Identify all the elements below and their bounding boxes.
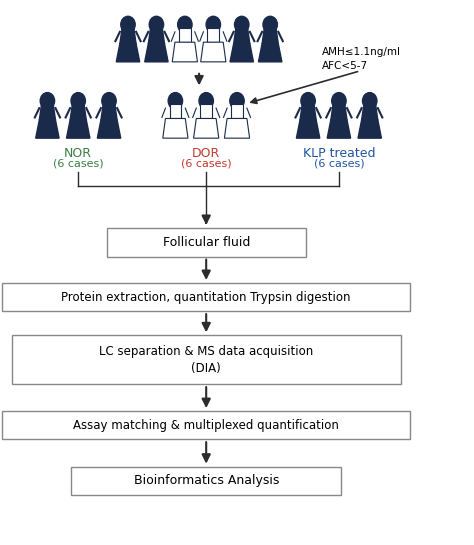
- Polygon shape: [362, 105, 378, 120]
- Circle shape: [168, 93, 182, 109]
- Circle shape: [363, 93, 377, 109]
- Polygon shape: [172, 42, 198, 62]
- Text: Assay matching & multiplexed quantification: Assay matching & multiplexed quantificat…: [73, 419, 339, 432]
- Polygon shape: [331, 105, 347, 120]
- Polygon shape: [116, 44, 140, 62]
- FancyBboxPatch shape: [231, 104, 243, 118]
- Circle shape: [263, 16, 277, 33]
- Text: (6 cases): (6 cases): [181, 159, 231, 168]
- Polygon shape: [262, 28, 278, 44]
- Text: Protein extraction, quantitation Trypsin digestion: Protein extraction, quantitation Trypsin…: [62, 290, 351, 304]
- Polygon shape: [66, 120, 90, 138]
- Text: AFC<5-7: AFC<5-7: [322, 62, 368, 71]
- Circle shape: [301, 93, 315, 109]
- Polygon shape: [193, 118, 219, 138]
- Polygon shape: [36, 120, 59, 138]
- Polygon shape: [358, 120, 382, 138]
- FancyBboxPatch shape: [170, 104, 181, 118]
- Circle shape: [71, 93, 85, 109]
- Polygon shape: [230, 44, 254, 62]
- Polygon shape: [39, 105, 55, 120]
- Circle shape: [332, 93, 346, 109]
- Text: (6 cases): (6 cases): [314, 159, 364, 168]
- Text: Follicular fluid: Follicular fluid: [163, 236, 250, 249]
- Text: KLP treated: KLP treated: [303, 147, 375, 160]
- Polygon shape: [201, 42, 226, 62]
- FancyBboxPatch shape: [71, 467, 341, 495]
- FancyBboxPatch shape: [201, 104, 212, 118]
- Polygon shape: [97, 120, 121, 138]
- Circle shape: [40, 93, 55, 109]
- Polygon shape: [145, 44, 168, 62]
- Circle shape: [121, 16, 135, 33]
- FancyBboxPatch shape: [107, 228, 306, 257]
- Polygon shape: [101, 105, 117, 120]
- Polygon shape: [148, 28, 164, 44]
- Circle shape: [230, 93, 244, 109]
- FancyBboxPatch shape: [2, 283, 410, 311]
- FancyBboxPatch shape: [179, 28, 191, 42]
- FancyBboxPatch shape: [208, 28, 219, 42]
- Circle shape: [102, 93, 116, 109]
- Text: (6 cases): (6 cases): [53, 159, 103, 168]
- Polygon shape: [70, 105, 86, 120]
- Polygon shape: [163, 118, 188, 138]
- Polygon shape: [258, 44, 282, 62]
- FancyBboxPatch shape: [2, 411, 410, 439]
- Circle shape: [178, 16, 192, 33]
- Text: Bioinformatics Analysis: Bioinformatics Analysis: [134, 474, 279, 487]
- Polygon shape: [120, 28, 136, 44]
- FancyBboxPatch shape: [12, 335, 401, 384]
- Text: NOR: NOR: [64, 147, 92, 160]
- Circle shape: [206, 16, 220, 33]
- Polygon shape: [234, 28, 250, 44]
- Polygon shape: [296, 120, 320, 138]
- Text: AMH≤1.1ng/ml: AMH≤1.1ng/ml: [322, 47, 401, 57]
- Circle shape: [149, 16, 164, 33]
- Circle shape: [199, 93, 213, 109]
- Text: DOR: DOR: [192, 147, 220, 160]
- Polygon shape: [327, 120, 351, 138]
- Circle shape: [235, 16, 249, 33]
- Text: LC separation & MS data acquisition
(DIA): LC separation & MS data acquisition (DIA…: [99, 344, 313, 375]
- Polygon shape: [224, 118, 250, 138]
- Polygon shape: [300, 105, 316, 120]
